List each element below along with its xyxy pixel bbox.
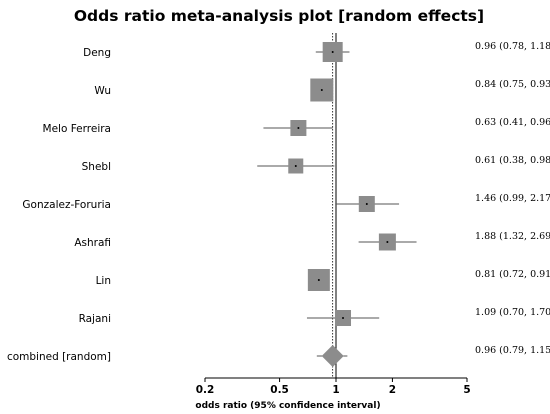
x-axis-label: odds ratio (95% confidence interval) [195,401,380,411]
study-row-0: Deng 0.96 (0.78, 1.18) [83,41,550,62]
point-estimate [320,89,323,91]
x-tick-label-4: 5 [463,384,470,396]
plot-area: Deng 0.96 (0.78, 1.18) Wu 0.84 (0.75, 0.93)… [7,33,550,378]
ci-value-label: 0.63 (0.41, 0.96) [475,117,550,128]
point-estimate [342,317,345,319]
chart-title: Odds ratio meta-analysis plot [random ef… [74,7,484,25]
study-row-2: Melo Ferreira 0.63 (0.41, 0.96) [43,117,550,136]
study-label: Shebl [82,161,111,173]
ci-value-label: 1.46 (0.99, 2.17) [475,193,550,204]
combined-label: combined [random] [7,351,111,363]
point-estimate [317,279,320,281]
combined-value-label: 0.96 (0.79, 1.15) [475,345,550,356]
point-estimate [331,51,334,53]
study-label: Ashrafi [74,237,111,249]
ci-value-label: 0.84 (0.75, 0.93) [475,79,550,90]
combined-row: combined [random] 0.96 (0.79, 1.15) [7,345,550,367]
x-axis: 0.2 0.5 1 2 5 [196,377,471,396]
study-row-7: Rajani 1.09 (0.70, 1.70) [79,307,550,326]
study-row-6: Lin 0.81 (0.72, 0.91) [96,269,550,291]
point-estimate [365,203,368,205]
combined-diamond [321,345,344,367]
ci-value-label: 0.96 (0.78, 1.18) [475,41,550,52]
study-row-1: Wu 0.84 (0.75, 0.93) [94,78,550,102]
point-estimate [386,241,389,243]
ci-value-label: 1.88 (1.32, 2.69) [475,231,550,242]
x-tick-label-1: 0.5 [270,384,289,396]
study-row-4: Gonzalez-Foruria 1.46 (0.99, 2.17) [22,193,550,212]
point-estimate [294,165,297,167]
study-row-5: Ashrafi 1.88 (1.32, 2.69) [74,231,550,251]
study-label: Lin [96,275,111,287]
ci-value-label: 0.61 (0.38, 0.98) [475,155,550,166]
ci-value-label: 0.81 (0.72, 0.91) [475,269,550,280]
study-label: Gonzalez-Foruria [22,199,111,211]
study-row-3: Shebl 0.61 (0.38, 0.98) [82,155,550,174]
study-label: Melo Ferreira [43,123,111,135]
ci-value-label: 1.09 (0.70, 1.70) [475,307,550,318]
study-label: Wu [94,85,111,97]
x-tick-label-0: 0.2 [196,384,215,396]
point-estimate [297,127,300,129]
x-tick-label-3: 2 [389,384,396,396]
x-tick-label-2: 1 [332,384,339,396]
study-label: Rajani [79,313,111,325]
study-label: Deng [83,47,111,59]
